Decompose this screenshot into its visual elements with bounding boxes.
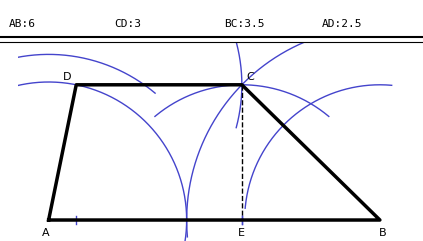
Text: AB:6: AB:6 xyxy=(8,19,36,29)
Text: CD:3: CD:3 xyxy=(114,19,141,29)
Text: BC:3.5: BC:3.5 xyxy=(224,19,265,29)
Text: C: C xyxy=(246,72,254,82)
Text: E: E xyxy=(239,228,245,238)
Text: B: B xyxy=(379,228,387,238)
Text: A: A xyxy=(42,228,49,238)
Text: D: D xyxy=(63,72,72,82)
Text: AD:2.5: AD:2.5 xyxy=(321,19,362,29)
